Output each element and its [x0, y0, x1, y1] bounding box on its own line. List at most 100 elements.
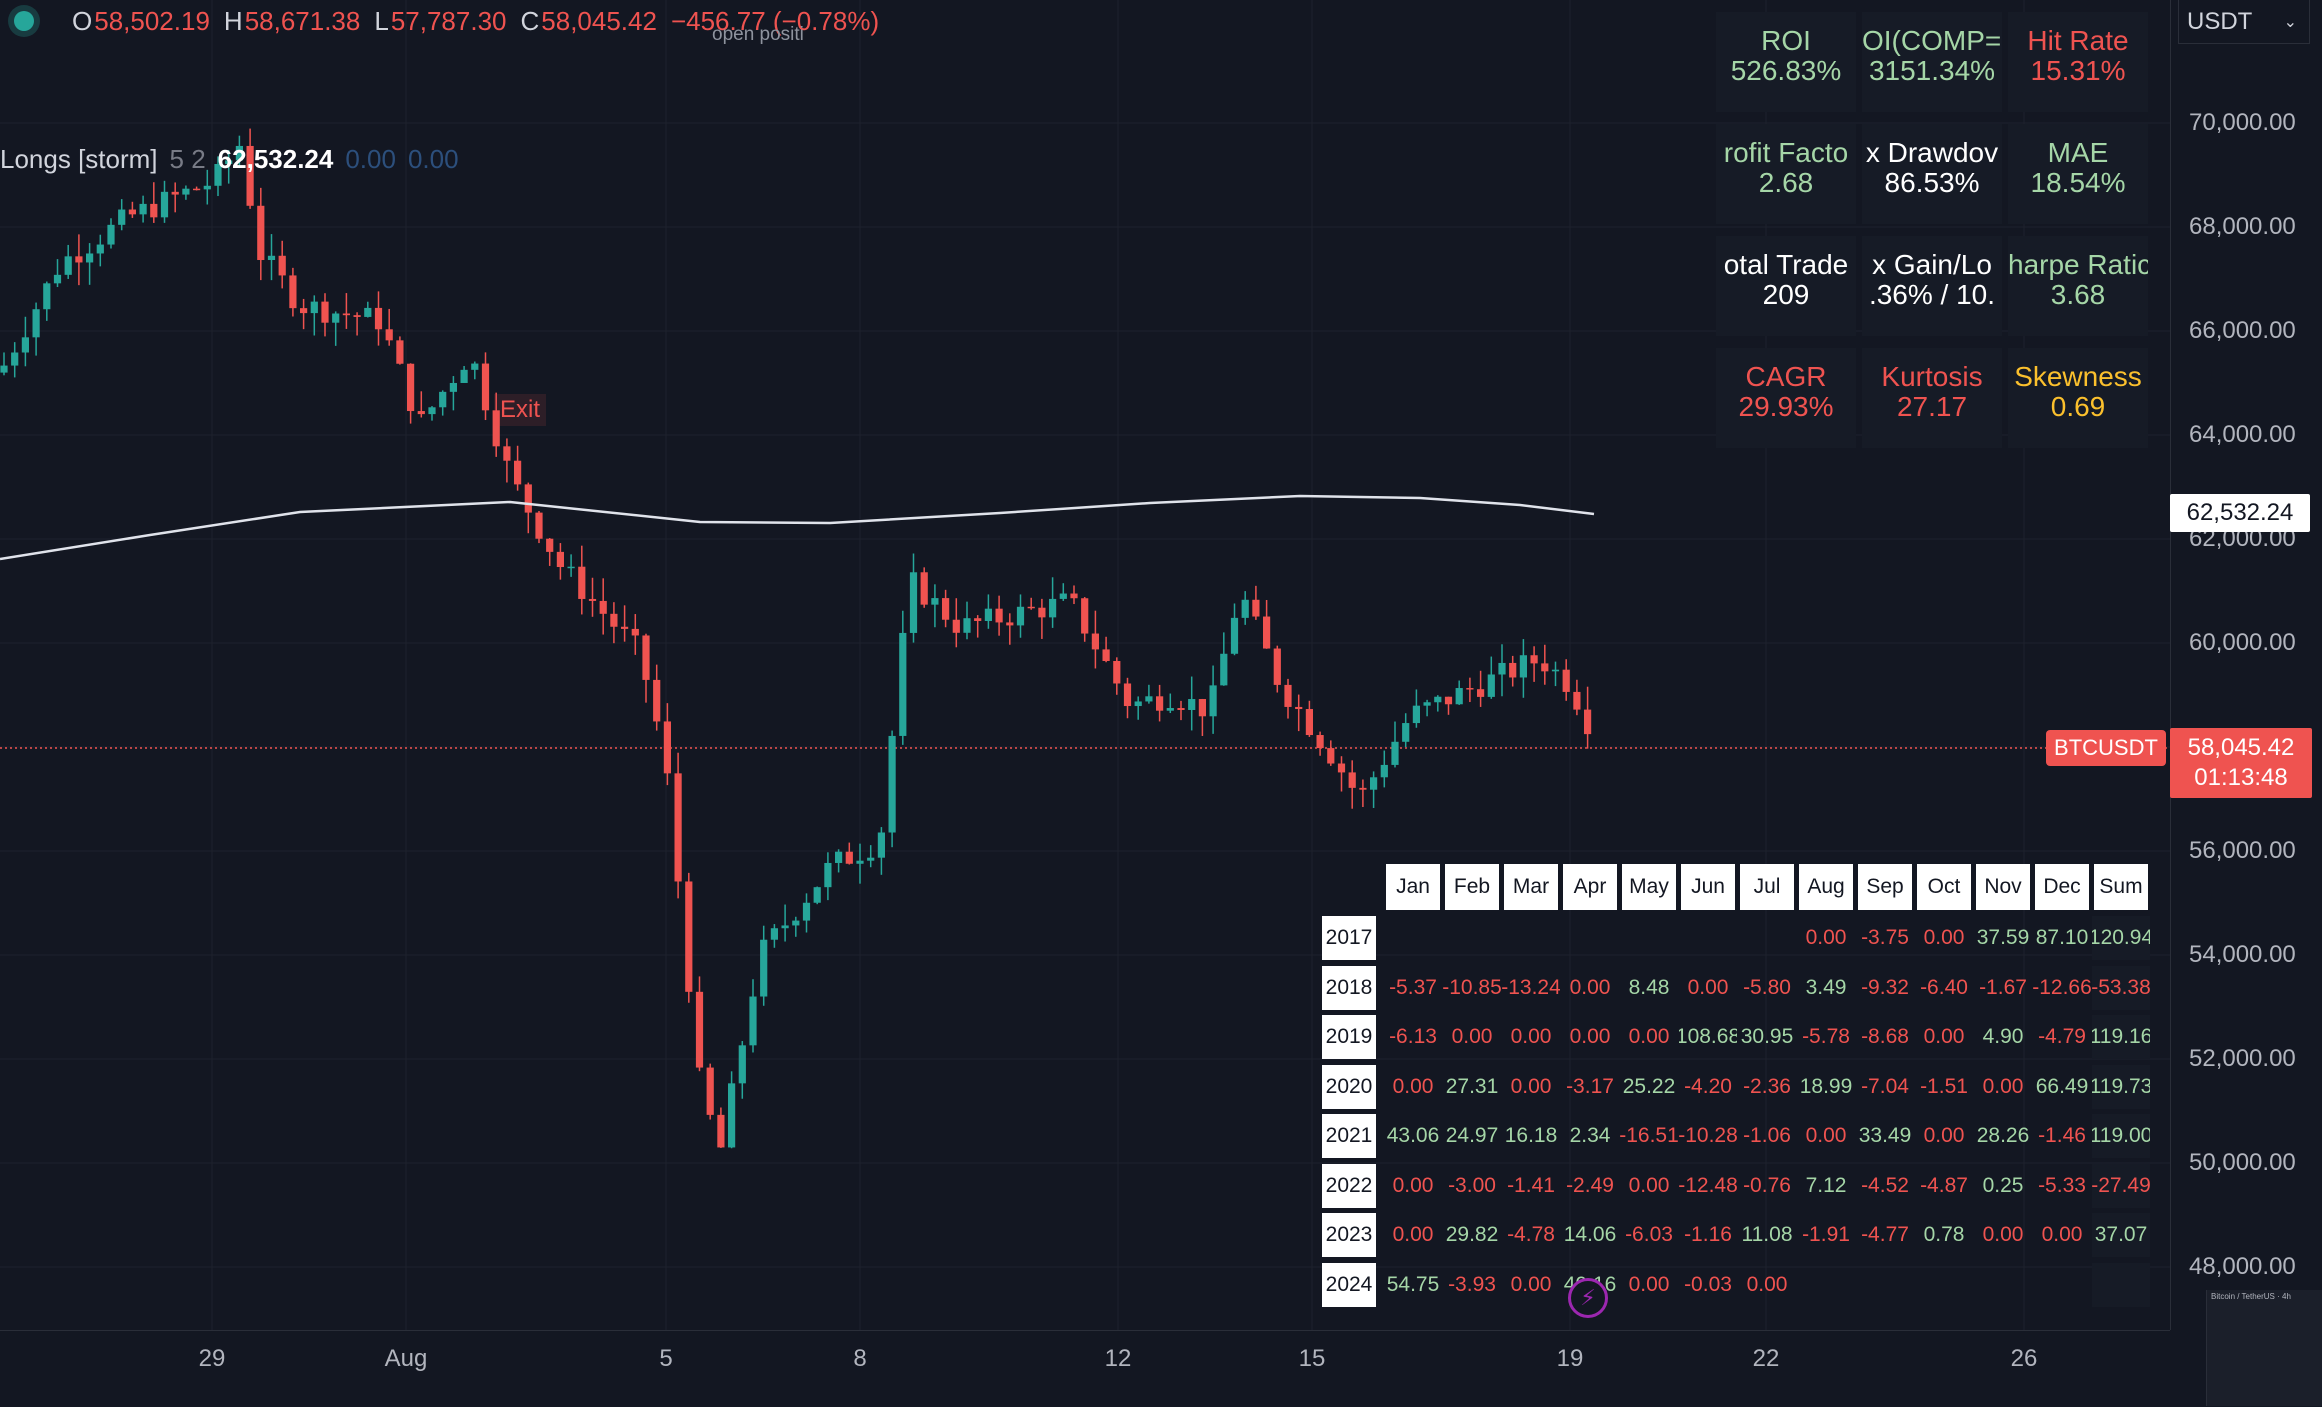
time-tick-label: 26	[2010, 1345, 2038, 1372]
candle-body	[374, 307, 383, 330]
year-label: 2023	[1322, 1213, 1376, 1257]
stat-label: otal Trade	[1723, 249, 1849, 280]
high-key: H	[223, 5, 243, 36]
return-cell: 0.00	[1687, 975, 1729, 999]
time-tick-label: 29	[198, 1345, 226, 1372]
year-label: 2021	[1322, 1114, 1376, 1158]
price-tick-label: 56,000.00	[2189, 837, 2296, 864]
return-cell: 119.16	[2092, 1015, 2150, 1059]
return-cell: 30.95	[1740, 1025, 1794, 1048]
return-cell: -1.91	[1802, 1223, 1850, 1246]
stat-label: CAGR	[1745, 361, 1827, 392]
candle-body	[11, 352, 19, 366]
candle-body	[1198, 699, 1206, 717]
return-cell: 54.75	[1386, 1272, 1440, 1296]
candle-body	[1252, 599, 1260, 617]
candle-body	[1348, 772, 1356, 788]
lightning-icon[interactable]: ⚡	[1568, 1278, 1608, 1318]
candle-body	[160, 191, 169, 218]
month-header: Jul	[1740, 864, 1794, 910]
price-axis[interactable]: 70,000.00 68,000.00 66,000.00 64,000.00 62,0…	[2170, 0, 2322, 1330]
stat-value: 3.68	[2050, 279, 2106, 310]
currency-select[interactable]: USDT ⌄	[2178, 0, 2310, 44]
candle-body	[1038, 607, 1046, 618]
return-cell: -9.32	[1861, 975, 1909, 999]
return-cell: 0.00	[1982, 1074, 2024, 1098]
month-header: Mar	[1504, 864, 1558, 910]
candle-body	[43, 283, 51, 310]
return-cell: 66.49	[2035, 1074, 2089, 1098]
return-cell: 4.90	[1982, 1025, 2024, 1048]
stat-label: ROI	[1761, 25, 1811, 56]
candle-body	[1402, 723, 1410, 742]
candle-body	[867, 857, 875, 861]
candle-body	[193, 188, 201, 191]
indicator-legend[interactable]: Longs [storm] 5 2 62,532.24 0.00 0.00	[0, 144, 459, 175]
candle-body	[53, 274, 62, 284]
market-status-icon[interactable]	[14, 11, 34, 31]
candle-body	[1551, 669, 1560, 672]
candle-body	[845, 851, 853, 864]
stat-value: 0.69	[2050, 391, 2106, 422]
symbol-tag: BTCUSDT	[2046, 730, 2166, 766]
last-price-tag: 58,045.42 01:13:48	[2170, 728, 2312, 798]
stat-tile: harpe Ratic 3.68	[2008, 236, 2148, 336]
stat-tile: ROI 526.83%	[1716, 12, 1856, 112]
time-axis[interactable]: 29 Aug 5 8 12 15 19 22 26	[0, 1330, 2170, 1407]
candle-body	[1016, 606, 1025, 626]
stat-value: 15.31%	[2030, 55, 2126, 86]
stat-tile: otal Trade 209	[1716, 236, 1856, 336]
return-cell: -12.66	[2033, 975, 2091, 999]
stat-label: Hit Rate	[2027, 25, 2129, 56]
return-cell: -6.40	[1920, 975, 1968, 999]
candle-body	[813, 887, 821, 903]
month-header: Sum	[2094, 864, 2148, 910]
return-cell: -1.51	[1920, 1074, 1968, 1098]
return-cell	[1974, 1263, 2032, 1307]
candle-body	[717, 1114, 725, 1148]
candle-body	[728, 1083, 736, 1148]
return-cell: 37.07	[2092, 1213, 2150, 1257]
candle-body	[118, 209, 126, 225]
candle-body	[471, 363, 479, 370]
return-cell: -3.17	[1566, 1074, 1614, 1098]
price-tick-label: 70,000.00	[2189, 109, 2296, 136]
candle-body	[321, 301, 329, 323]
stat-tile: rofit Facto 2.68	[1716, 124, 1856, 224]
month-header: May	[1622, 864, 1676, 910]
time-tick-label: 5	[659, 1345, 673, 1372]
candle-body	[481, 363, 490, 411]
candle-body	[963, 618, 971, 633]
return-cell	[1620, 916, 1678, 960]
return-cell: 0.00	[1805, 1124, 1847, 1147]
candle-body	[460, 369, 468, 383]
candle-body	[984, 608, 992, 621]
candle-body	[1049, 598, 1057, 618]
stat-value: 86.53%	[1884, 167, 1980, 198]
indicator-name[interactable]: Longs [storm]	[0, 144, 158, 174]
return-cell: -0.03	[1684, 1272, 1732, 1296]
candle-body	[1113, 661, 1121, 684]
year-label: 2017	[1322, 916, 1376, 960]
stat-label: Skewness	[2014, 361, 2142, 392]
candle-body	[1273, 648, 1281, 685]
return-cell: 0.00	[1628, 1025, 1670, 1048]
return-cell: 0.25	[1982, 1173, 2024, 1197]
candle-body	[856, 860, 864, 864]
stat-value: 2.68	[1758, 167, 1814, 198]
candle-body	[1091, 633, 1099, 650]
return-cell: 87.10	[2035, 926, 2089, 949]
high-value: 58,671.38	[244, 5, 361, 36]
return-cell: 108.68	[1679, 1025, 1737, 1048]
return-cell: 0.00	[1392, 1173, 1434, 1197]
candle-body	[0, 365, 8, 373]
time-tick-label: 15	[1298, 1345, 1326, 1372]
return-cell: -4.77	[1861, 1223, 1909, 1246]
candle-body	[1380, 764, 1388, 778]
chart-thumbnail[interactable]: Bitcoin / TetherUS · 4h	[2206, 1290, 2322, 1406]
return-cell: 18.99	[1799, 1074, 1853, 1098]
month-header: Dec	[2035, 864, 2089, 910]
candle-body	[1487, 674, 1495, 697]
return-cell: -4.20	[1684, 1074, 1732, 1098]
